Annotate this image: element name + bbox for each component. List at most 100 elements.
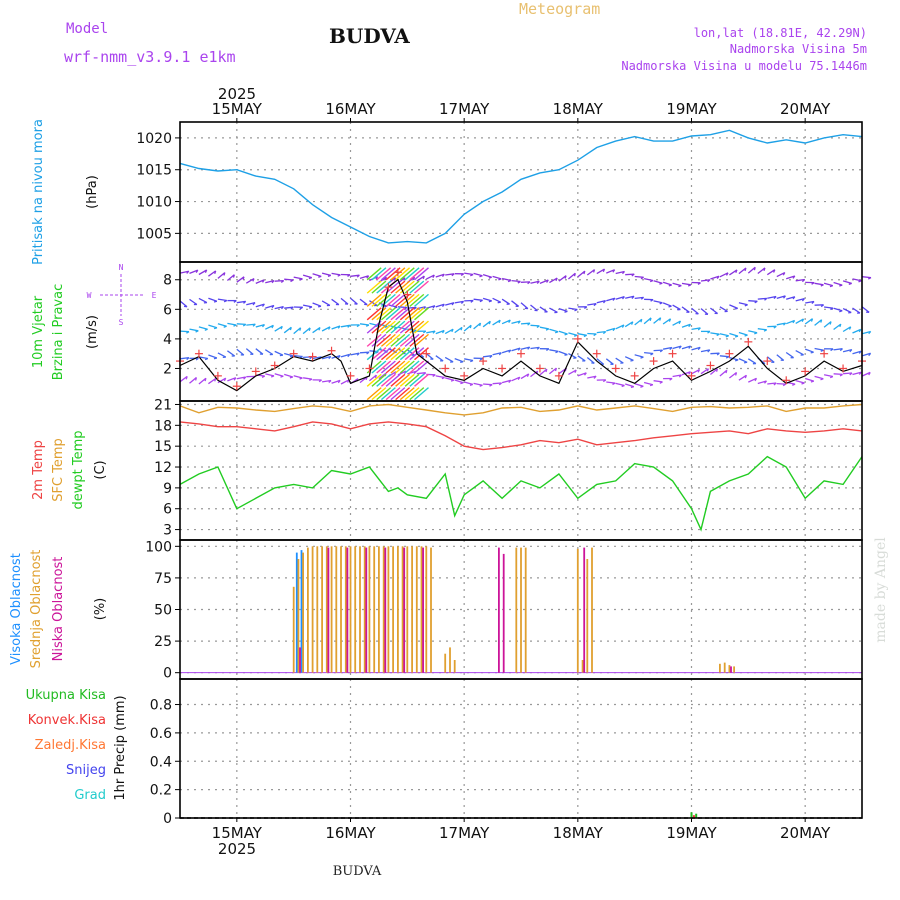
wind-arrow-head [744, 267, 747, 272]
wind-arrow-head [829, 375, 834, 379]
wind-arrow-head [848, 326, 852, 330]
wind-arrow-head [460, 361, 464, 364]
wind-arrow [653, 300, 663, 304]
wind-arrow [501, 298, 510, 305]
year-label-top: 2025 [218, 85, 256, 103]
wind-arrow [501, 379, 511, 384]
wind-arrow [568, 332, 578, 336]
wind-arrow [558, 330, 568, 335]
wind-arrow-head [517, 320, 521, 324]
wind-arrow-head [308, 327, 311, 331]
wind-arrow-head [839, 373, 843, 377]
wind-arrow [700, 368, 709, 375]
cloud-bar [401, 546, 404, 673]
wind-arrow-head [849, 349, 853, 353]
wind-arrow [217, 377, 227, 384]
wind-arrow-head [423, 330, 427, 334]
wind-arrow-head [347, 324, 351, 328]
wind-arrow-head [725, 370, 728, 374]
wind-arrow-head [763, 329, 768, 332]
wind-burst-arrow [366, 307, 382, 321]
precip-bar [695, 813, 698, 818]
wind-arrow-head [564, 333, 568, 336]
wind-arrow [264, 349, 274, 356]
day-label-top: 16MAY [325, 100, 376, 118]
wind-arrow [359, 351, 370, 354]
wind-arrow [274, 305, 284, 310]
wind-arrow [681, 371, 691, 376]
compass-south: S [119, 318, 124, 327]
wind-arrow [454, 379, 464, 384]
wind-burst-arrow [366, 347, 382, 361]
wind-arrow [293, 327, 302, 335]
wind-arrow [255, 323, 265, 328]
wind-arrow-head [810, 380, 814, 383]
wind-arrow [321, 326, 331, 332]
wind-arrow [208, 324, 218, 329]
wind-arrow-head [820, 378, 824, 381]
wind-burst-arrow [376, 280, 392, 294]
wind-burst-arrow [390, 360, 406, 374]
wind-arrow-head [213, 327, 218, 330]
wind-arrow-head [337, 325, 341, 329]
wind-arrow [776, 354, 785, 361]
wind-arrow-head [744, 304, 748, 307]
wind-arrow-head [366, 275, 370, 279]
wind-arrow [530, 324, 540, 327]
wind-arrow [284, 352, 294, 357]
wind-arrow [435, 355, 444, 362]
wind-arrow-head [223, 272, 226, 276]
wind-arrow-head [754, 377, 758, 382]
cloud-ylabel-3: Niska Oblacnost [51, 557, 66, 662]
wind-arrow-head [470, 299, 474, 303]
temp-ylabel-2: SFC Temp [51, 438, 66, 502]
wind-arrow-head [622, 271, 625, 275]
day-label-bottom: 19MAY [666, 824, 717, 842]
ytick-label: 1010 [136, 195, 172, 211]
wind-arrow-head [271, 280, 275, 284]
cloud-bar [453, 660, 456, 673]
wind-arrow-head [839, 348, 843, 352]
wind-burst-arrow [395, 387, 411, 401]
wind-arrow-head [830, 348, 834, 352]
wind-arrow [606, 269, 615, 274]
wind-arrow [340, 353, 350, 358]
wind-arrow [577, 333, 587, 336]
wind-arrow [227, 350, 236, 357]
wind-arrow-head [707, 330, 711, 334]
wind-arrow [473, 322, 481, 330]
wind-arrow-head [688, 371, 692, 375]
wind-burst-arrow [380, 360, 396, 374]
wind-arrow [236, 300, 246, 304]
precip-legend-total: Ukupna Kisa [26, 688, 106, 703]
wind-arrow [567, 272, 576, 280]
ytick-label: 3 [163, 523, 172, 539]
wind-arrow-head [640, 276, 644, 280]
wind-arrow-head [640, 319, 643, 323]
wind-arrow [757, 328, 767, 331]
wind-burst-arrow [380, 347, 396, 361]
wind-burst-arrow [376, 387, 392, 401]
wind-arrow-head [290, 279, 294, 283]
wind-arrow [805, 377, 814, 382]
wind-arrow [842, 308, 852, 314]
cloud-bar [354, 546, 357, 673]
wind-arrow-head [317, 305, 322, 308]
wind-arrow-head [489, 355, 493, 359]
wind-arrow-head [441, 273, 445, 277]
cloud-bar [299, 647, 301, 673]
wind-arrow [861, 371, 871, 377]
cloud-bar [330, 546, 333, 673]
wind-arrow-head [460, 327, 463, 331]
wind-arrow [852, 307, 861, 314]
wind-arrow [246, 301, 256, 306]
wind-arrow-head [204, 357, 209, 361]
wind-arrow-head [497, 301, 501, 304]
wind-burst-arrow [371, 307, 387, 321]
wind-arrow-head [688, 345, 692, 349]
wind-arrow-head [678, 345, 682, 349]
wind-arrow-head [554, 367, 558, 372]
wind-arrow-head [669, 377, 673, 381]
wind-arrow-head [631, 295, 635, 299]
wind-arrow-head [820, 304, 824, 308]
